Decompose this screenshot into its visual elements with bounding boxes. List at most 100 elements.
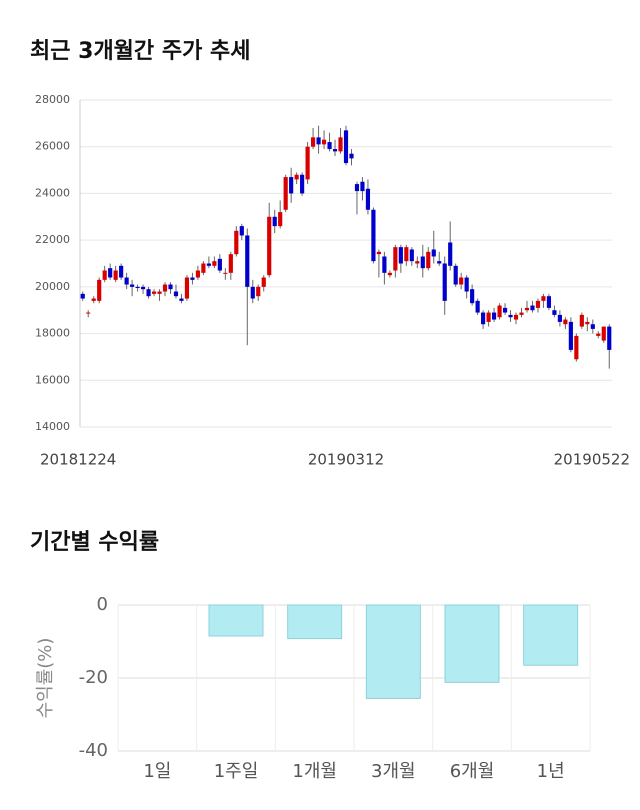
y-axis-label: 수익률(%) (35, 638, 56, 719)
candle-body (201, 263, 206, 273)
candle-body (601, 326, 606, 341)
candle-body (305, 146, 310, 180)
candle-body (349, 153, 354, 159)
candle-body (541, 296, 546, 301)
candle-body (376, 251, 381, 255)
candle-body (157, 291, 162, 294)
candle-body (442, 263, 447, 301)
y-tick-label: 26000 (35, 140, 70, 153)
candle-body (470, 289, 475, 304)
candle-body (190, 277, 195, 280)
candle-body (245, 235, 250, 287)
candle-body (568, 321, 573, 350)
candle-body (398, 247, 403, 264)
candle-body (321, 139, 327, 145)
y-tick-label: 20000 (35, 280, 70, 293)
x-tick-label: 20181224 (40, 451, 116, 469)
bar (365, 604, 421, 699)
candle-body (552, 310, 557, 315)
candle-body (415, 261, 420, 264)
x-tick-label: 20190522 (554, 451, 630, 469)
candle-body (371, 209, 376, 262)
x-tick-label: 1년 (537, 761, 565, 782)
y-tick-label: -40 (79, 740, 108, 761)
candle-body (508, 314, 513, 318)
candle-body (382, 256, 387, 273)
candle-body (91, 298, 96, 301)
candle-body (168, 284, 173, 290)
candle-body (579, 314, 584, 327)
candle-body (97, 279, 102, 301)
candle-body (437, 261, 442, 264)
bar (444, 604, 500, 683)
candle-body (173, 291, 179, 297)
candle-body (184, 277, 190, 299)
candle-body (546, 296, 552, 308)
candle-body (267, 216, 272, 276)
candle-body (502, 307, 508, 313)
candle-body (113, 270, 118, 280)
y-tick-label: 14000 (35, 420, 70, 433)
candle-body (431, 249, 436, 257)
candle-body (524, 307, 530, 311)
candle-body (420, 256, 425, 269)
x-tick-label: 1일 (143, 761, 171, 782)
candle-body (119, 265, 124, 278)
candle-body (464, 277, 469, 292)
candle-body (311, 137, 316, 147)
bar (287, 604, 343, 640)
candle-body (453, 265, 458, 285)
candle-body (585, 321, 590, 325)
y-tick-label: -20 (79, 667, 108, 688)
candle-body (590, 324, 595, 329)
x-tick-label: 1주일 (214, 761, 259, 782)
candle-body (387, 272, 392, 276)
candle-body (283, 177, 288, 210)
candle-body (212, 261, 217, 266)
candle-body (195, 270, 201, 278)
candle-body (557, 314, 562, 322)
y-tick-label: 18000 (35, 327, 70, 340)
candle-body (563, 319, 568, 325)
candle-body (365, 188, 371, 210)
candle-body (360, 181, 365, 192)
candle-body (151, 291, 157, 294)
candle-body (327, 142, 332, 150)
candle-body (519, 312, 524, 315)
candle-body (261, 277, 266, 287)
y-tick-label: 22000 (35, 233, 70, 246)
candle-body (239, 226, 244, 236)
x-tick-label: 3개월 (371, 761, 416, 782)
candle-body (102, 270, 107, 280)
candle-body (354, 184, 360, 192)
candle-body (278, 212, 283, 227)
candle-body (80, 293, 85, 299)
chart-title: 최근 3개월간 주가 추세 (30, 39, 250, 64)
candle-body (343, 130, 349, 164)
candle-body (596, 333, 601, 336)
candle-body (228, 254, 233, 273)
candle-body (497, 305, 502, 318)
candle-body (135, 286, 140, 289)
candle-body (448, 242, 453, 266)
candle-body (256, 286, 261, 297)
candle-body (124, 277, 129, 285)
candle-body (223, 272, 228, 274)
candle-body (338, 137, 343, 152)
candle-body (217, 258, 222, 271)
candle-body (289, 177, 294, 194)
candle-body (393, 247, 398, 271)
candle-body (294, 174, 299, 180)
x-tick-label: 20190312 (308, 451, 384, 469)
y-tick-label: 28000 (35, 93, 70, 106)
candle-body (332, 149, 338, 152)
chart-title: 기간별 수익률 (30, 530, 159, 555)
candle-body (206, 263, 211, 266)
candle-body (234, 230, 239, 255)
candle-body (140, 286, 146, 290)
candle-body (607, 326, 612, 350)
candle-body (130, 284, 135, 287)
y-tick-label: 24000 (35, 186, 70, 199)
candle-body (316, 137, 321, 145)
